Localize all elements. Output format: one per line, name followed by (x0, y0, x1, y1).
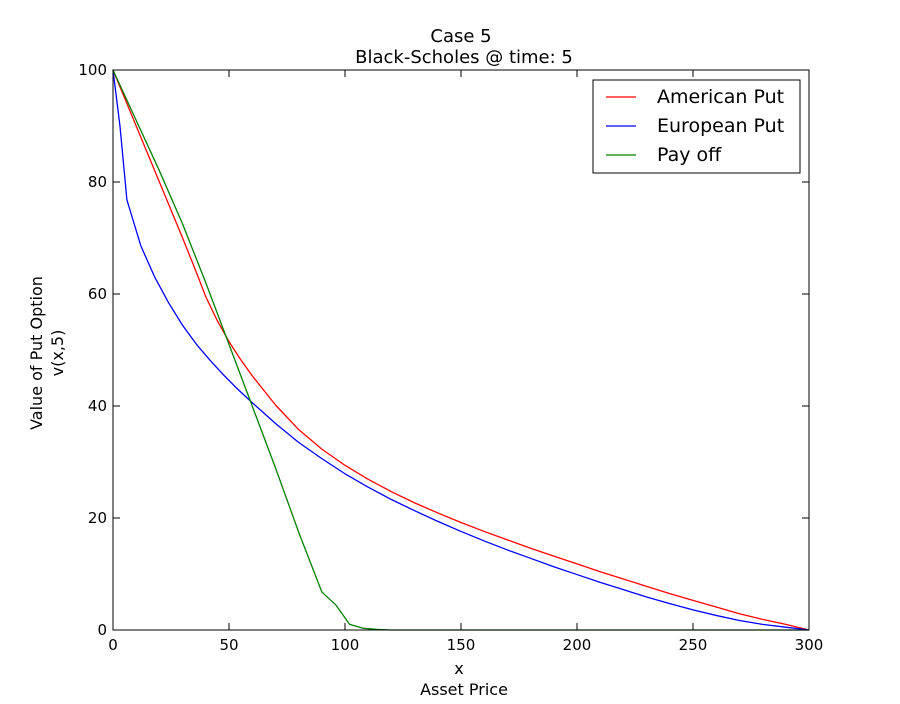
y-tick-label: 0 (97, 621, 107, 639)
y-tick-label: 60 (88, 285, 107, 303)
y-tick-label: 100 (78, 61, 107, 79)
y-tick-label: 20 (88, 509, 107, 527)
x-axis-label: x (454, 659, 463, 678)
legend-label-european-put: European Put (657, 115, 784, 137)
legend-label-pay-off: Pay off (657, 144, 722, 166)
x-tick-label: 250 (679, 636, 708, 654)
x-tick-label: 50 (219, 636, 238, 654)
x-tick-label: 200 (563, 636, 592, 654)
y-tick-label: 80 (88, 173, 107, 191)
axis-ticks: 0 50 100 150 200 250 300 0 20 40 60 80 100 (78, 61, 823, 654)
chart-title: Case 5 (430, 26, 491, 47)
y-axis-sublabel: v(x,5) (48, 330, 67, 377)
x-tick-label: 300 (795, 636, 824, 654)
y-axis-label: Value of Put Option (27, 276, 46, 430)
y-tick-label: 40 (88, 397, 107, 415)
x-tick-label: 100 (331, 636, 360, 654)
x-axis-sublabel: Asset Price (420, 680, 508, 699)
legend-label-american-put: American Put (657, 86, 784, 108)
plot-frame (112, 69, 810, 631)
legend: American Put European Put Pay off (592, 79, 801, 174)
x-tick-label: 0 (108, 636, 118, 654)
chart-subtitle: Black-Scholes @ time: 5 (355, 47, 573, 68)
series-line-european-put (112, 69, 810, 631)
x-tick-label: 150 (447, 636, 476, 654)
series-line-american-put (112, 69, 810, 631)
